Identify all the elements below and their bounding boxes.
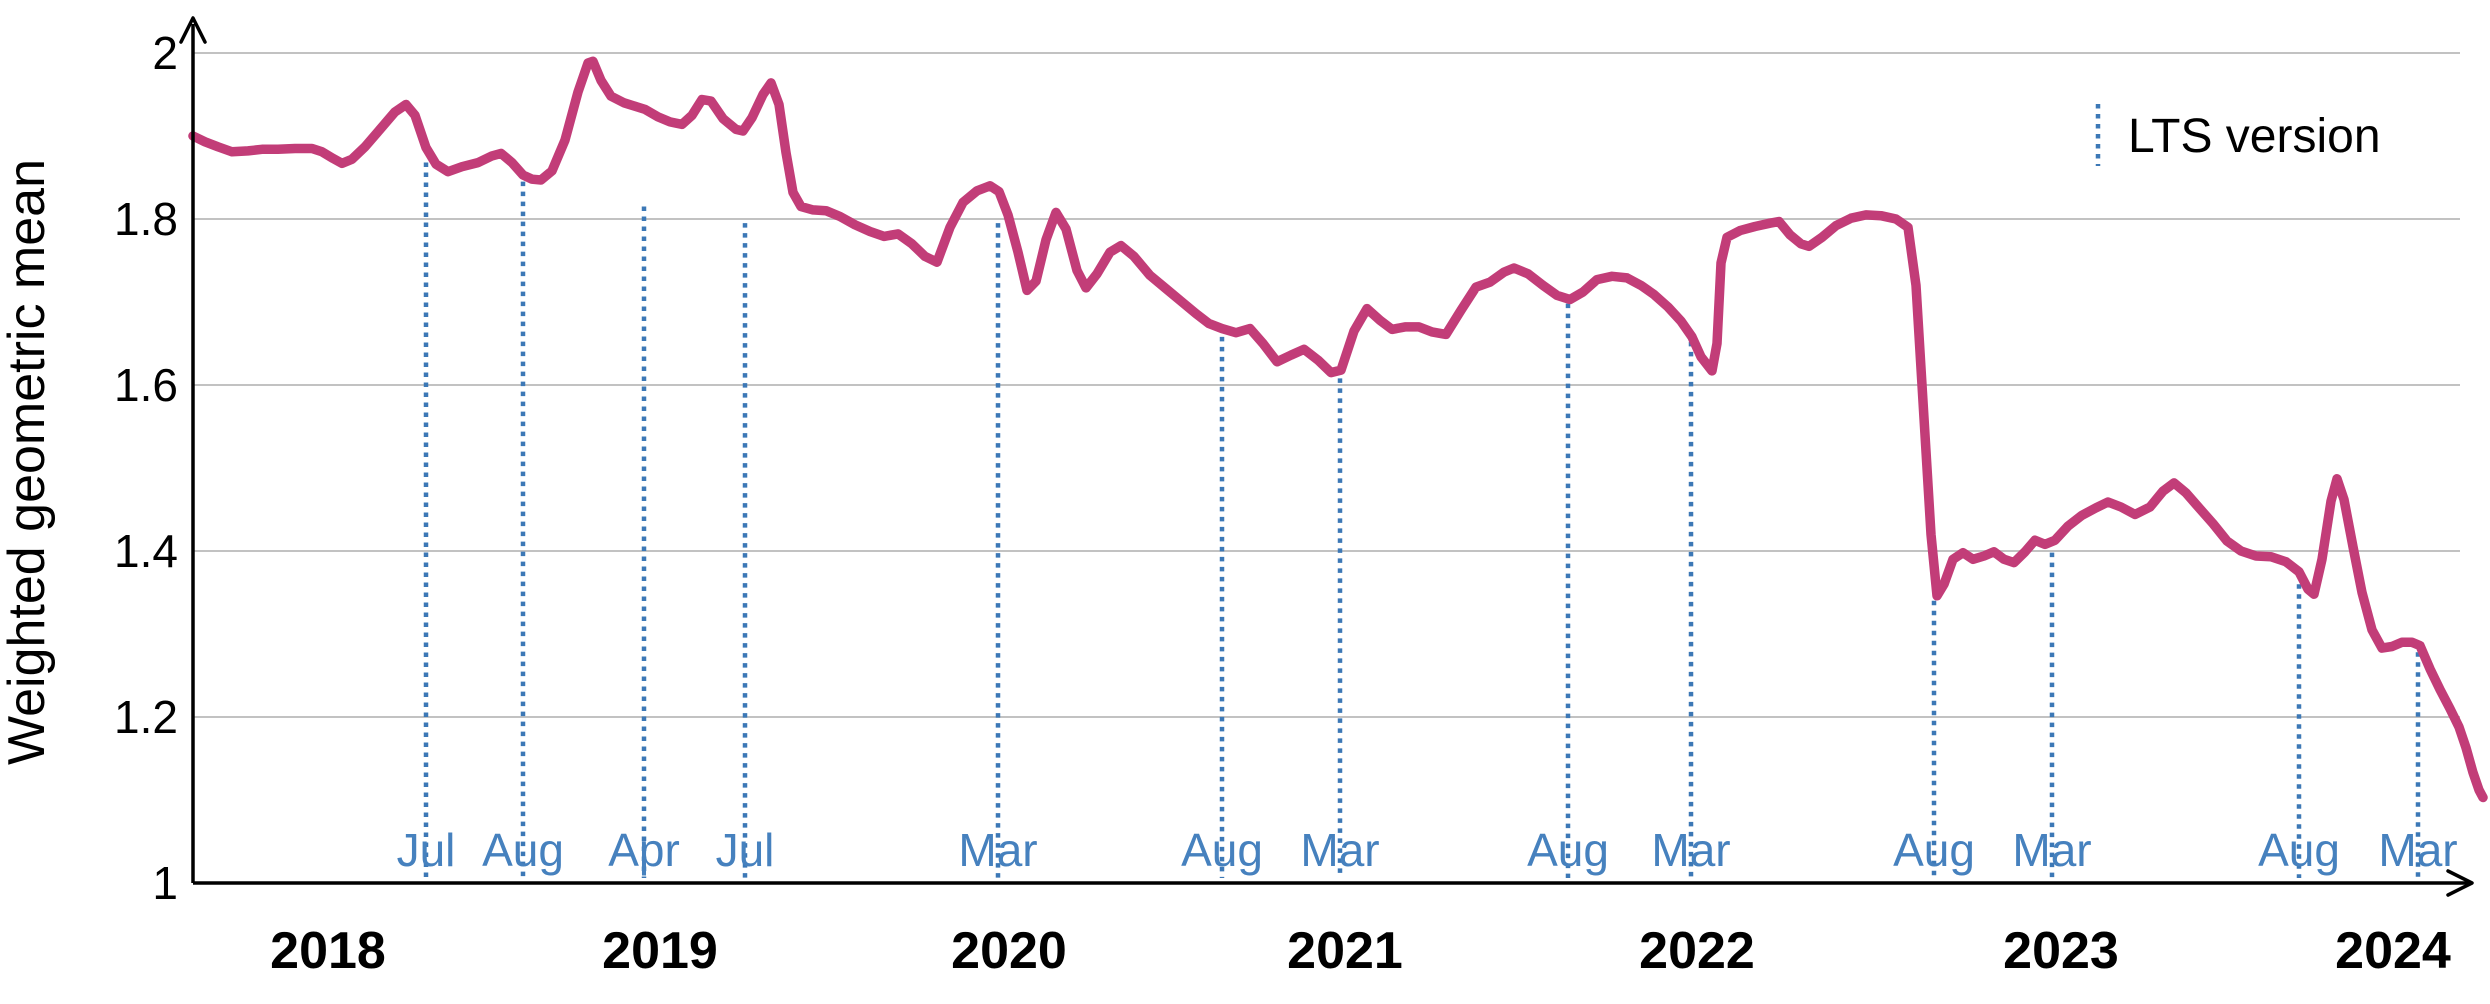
ytick-label-1.4: 1.4 (114, 525, 178, 577)
year-tick-label: 2024 (2335, 922, 2451, 980)
lts-month-label: Mar (1651, 824, 1730, 876)
lts-month-label: Jul (716, 824, 775, 876)
year-tick-label: 2023 (2003, 922, 2119, 980)
lts-month-label: Mar (2378, 824, 2457, 876)
ytick-label-1: 1 (152, 857, 178, 909)
lts-month-label: Aug (1527, 824, 1609, 876)
axes (179, 16, 2474, 897)
lts-month-label: Aug (1893, 824, 1975, 876)
ytick-label-1.2: 1.2 (114, 691, 178, 743)
year-tick-label: 2018 (270, 922, 386, 980)
lts-month-label: Jul (397, 824, 456, 876)
series-lines (188, 56, 2488, 803)
x-axis-arrow-icon (2446, 869, 2474, 897)
year-tick-label: 2022 (1639, 922, 1755, 980)
lts-month-label: Mar (958, 824, 1037, 876)
lts-month-label: Mar (2012, 824, 2091, 876)
ytick-label-2: 2 (152, 27, 178, 79)
legend: LTS version (2095, 104, 2381, 166)
axis-labels: 2 1.8 1.6 1.4 1.2 1 2018 2019 2020 2021 2022 2023 20… (0, 27, 2451, 980)
ytick-label-1.6: 1.6 (114, 359, 178, 411)
lts-month-label: Aug (2258, 824, 2340, 876)
gridlines (193, 52, 2460, 718)
lts-release-lines: Jul Aug Apr Jul Mar Aug Mar Aug Mar Aug Mar Aug Mar (397, 162, 2458, 878)
lts-month-label: Apr (608, 824, 680, 876)
lts-month-label: Aug (482, 824, 564, 876)
lts-month-label: Aug (1181, 824, 1263, 876)
year-tick-label: 2020 (951, 922, 1067, 980)
year-tick-label: 2019 (602, 922, 718, 980)
series-line-0 (188, 56, 2488, 803)
year-tick-label: 2021 (1287, 922, 1403, 980)
ytick-label-1.8: 1.8 (114, 193, 178, 245)
y-axis-title: Weighted geometric mean (0, 159, 56, 765)
y-axis-arrow-icon (179, 16, 207, 44)
legend-label: LTS version (2128, 110, 2381, 163)
lts-month-label: Mar (1300, 824, 1379, 876)
